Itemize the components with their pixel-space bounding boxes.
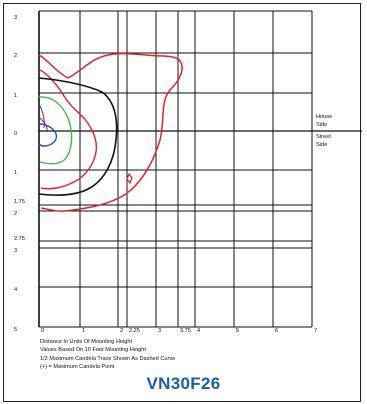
street-side-label: Side: [316, 142, 327, 148]
x-axis-label: 3.75: [180, 328, 191, 334]
note-distance: Distance In Units Of Mounting Height: [40, 339, 133, 345]
notes-block: Distance In Units Of Mounting Height Val…: [40, 338, 175, 372]
note-values: Values Based On 10 Foot Mounting Height: [40, 347, 146, 354]
note-max-point: (+) = Maximum Candela Point: [40, 364, 115, 371]
street-side-label: Street: [316, 134, 331, 140]
black-isocandle-curve: [38, 77, 118, 196]
y-axis-label: 3: [14, 15, 17, 21]
x-axis-label: 7: [314, 328, 317, 334]
model-title: VN30F26: [146, 374, 221, 393]
y-axis-label: 2: [14, 211, 17, 217]
y-axis-label: 3: [14, 248, 17, 254]
x-axis-label: 6: [275, 328, 278, 334]
purple-trace: [39, 105, 48, 133]
x-axis-label: 3: [158, 328, 161, 334]
x-axis-label: 4: [197, 328, 200, 334]
y-axis-label: 2.75: [14, 236, 25, 242]
red-isocandle-curve: [38, 52, 183, 212]
axis-labels: 3 2 1 0 1 1.75 2 2.75 3 4 5 0 1 2 2.25 3 3.75 4 5 6 7 House Si…: [14, 15, 332, 334]
x-axis-label: 1: [82, 328, 85, 334]
blue-isocandle-curve: [38, 123, 58, 147]
y-axis-label: 1.75: [14, 199, 25, 205]
x-axis-label: 5: [236, 328, 239, 334]
x-axis-label: 2.25: [129, 328, 140, 334]
red-inner-curve: [39, 69, 98, 190]
y-axis-label: 5: [14, 327, 17, 333]
y-axis-label: 0: [14, 131, 17, 137]
y-axis-label: 1: [14, 170, 17, 176]
y-axis-label: 2: [14, 53, 17, 59]
red-hotspot: [126, 172, 133, 185]
x-axis-label: 0: [41, 328, 44, 334]
y-axis-label: 4: [14, 287, 17, 293]
house-side-label: House: [316, 114, 332, 120]
y-axis-label: 1: [14, 93, 17, 99]
house-side-label: Side: [316, 122, 327, 128]
diagram-frame: [3, 3, 361, 402]
x-axis-label: 2: [120, 328, 123, 334]
grid: [38, 10, 362, 328]
note-half-max: 1/2 Maximum Candela Trace Shown As Dashe…: [40, 355, 176, 362]
green-isocandle-curve: [38, 96, 73, 165]
